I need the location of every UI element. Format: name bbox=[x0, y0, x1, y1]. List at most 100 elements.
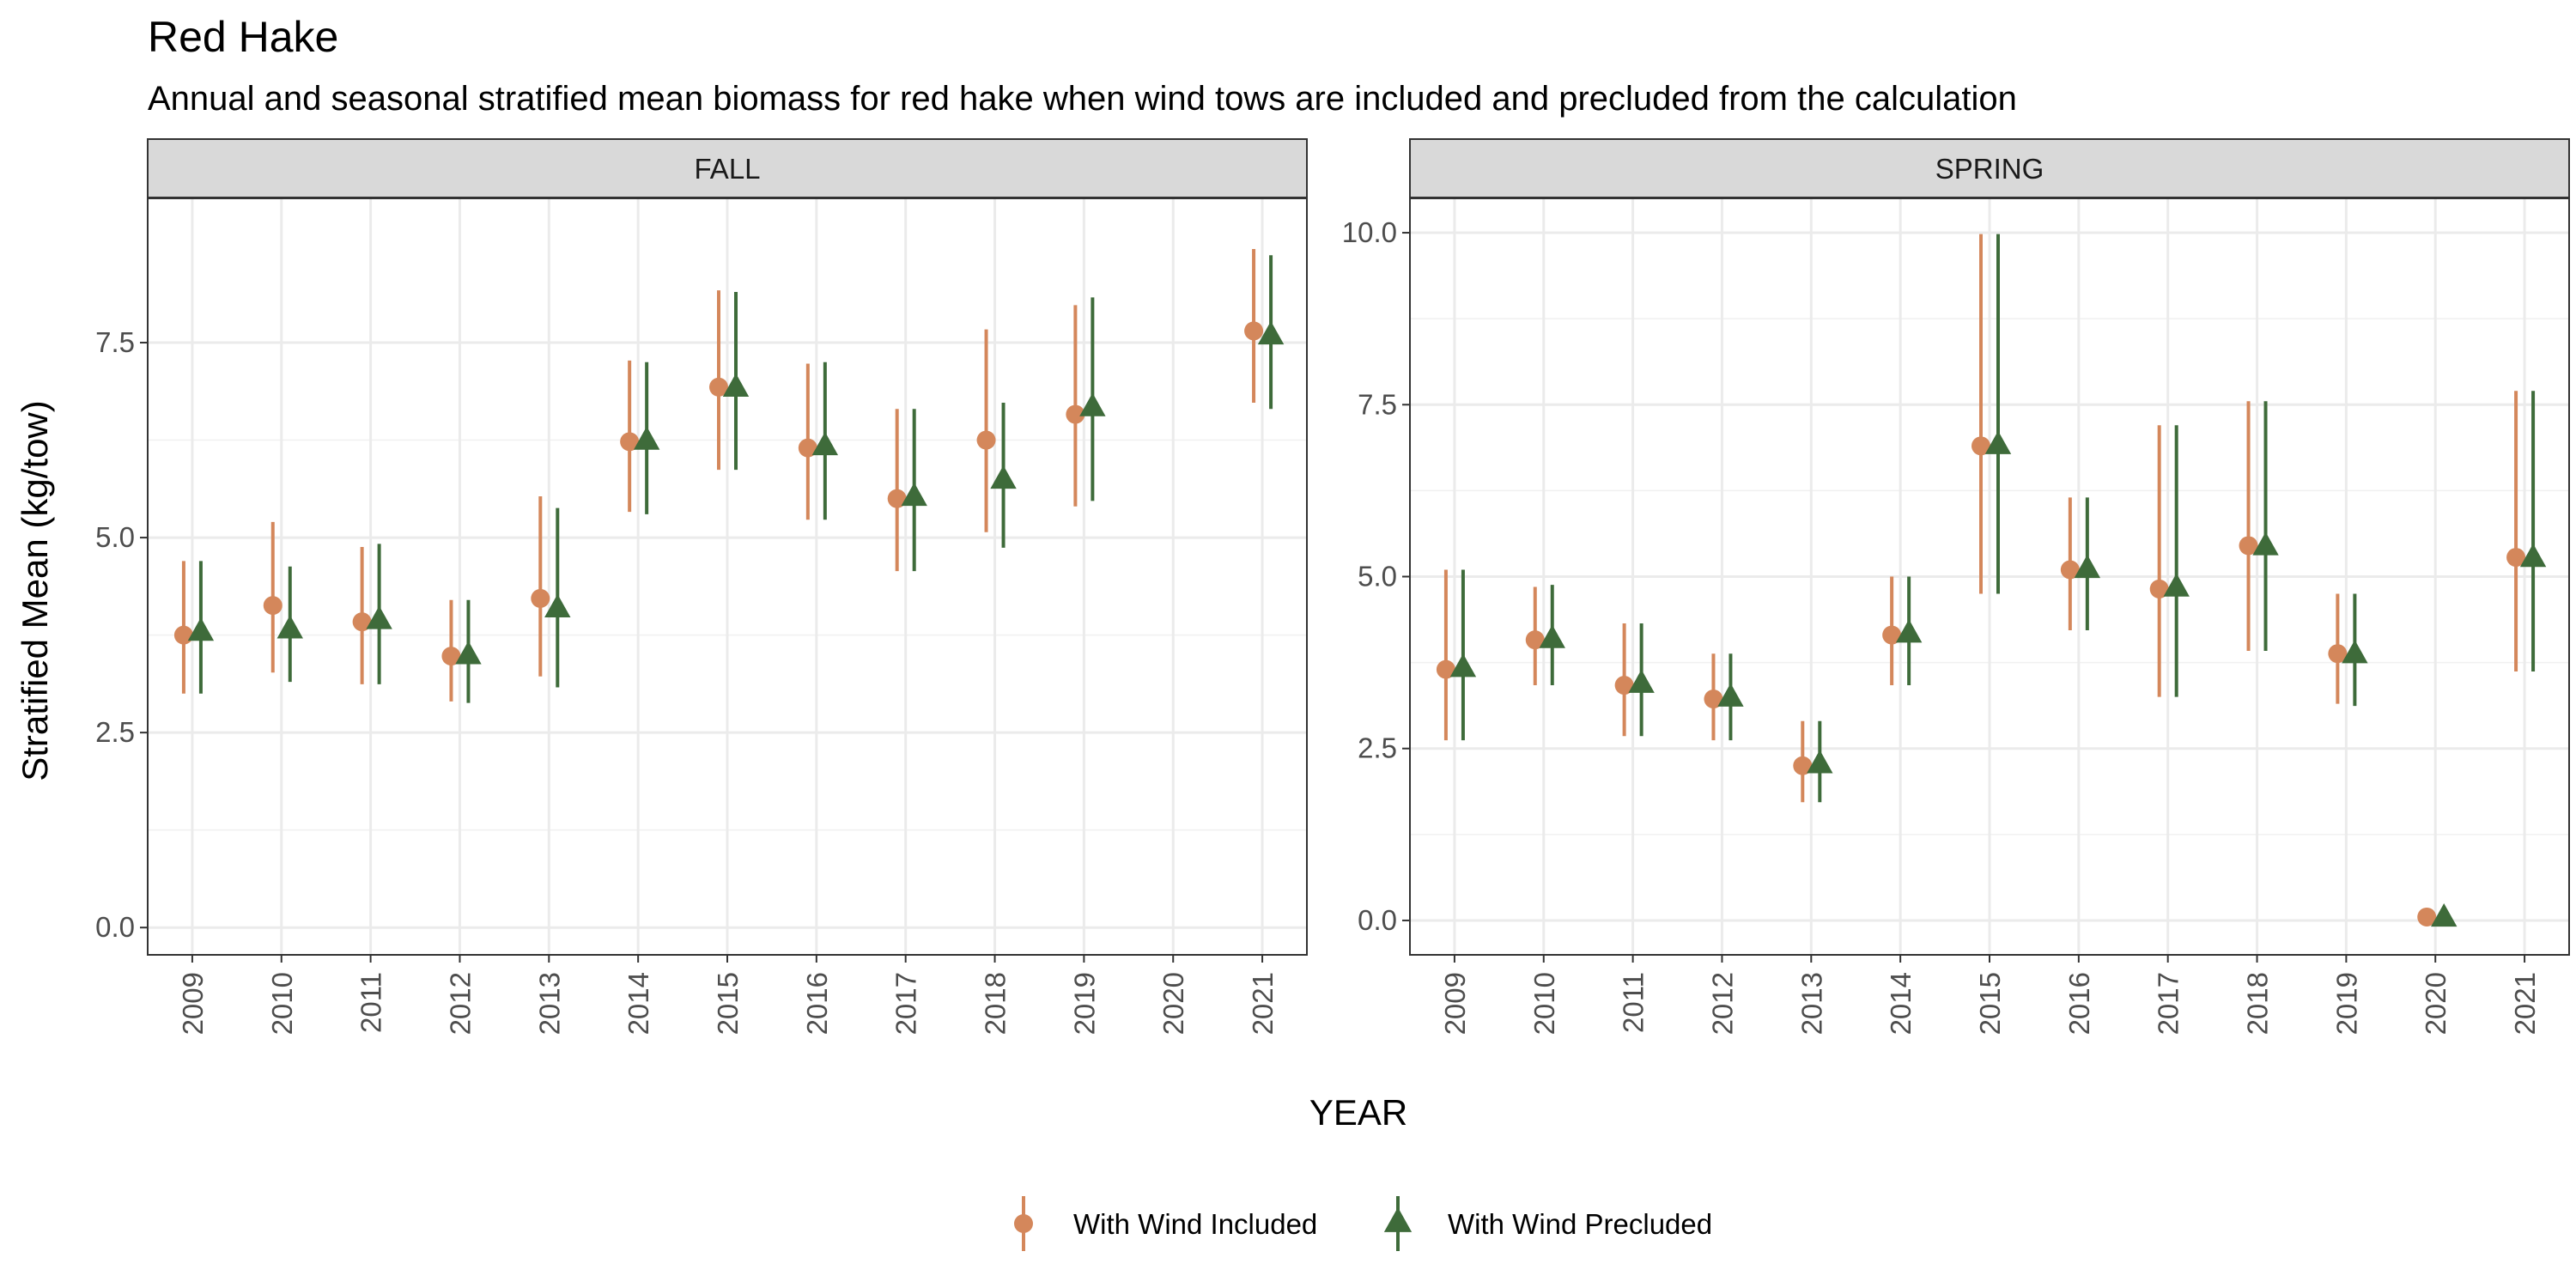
point-precluded bbox=[990, 465, 1017, 489]
x-tick-label: 2018 bbox=[980, 972, 1012, 1035]
point-precluded bbox=[1449, 653, 1477, 677]
point-included bbox=[1704, 690, 1723, 709]
point-precluded bbox=[722, 373, 750, 397]
point-precluded bbox=[1984, 430, 2012, 454]
point-precluded bbox=[2163, 573, 2190, 597]
y-tick-label: 5.0 bbox=[95, 521, 135, 553]
x-tick-label: 2011 bbox=[1618, 972, 1649, 1033]
facet-strip bbox=[147, 138, 1308, 198]
panel-border bbox=[147, 197, 1308, 956]
point-included bbox=[1793, 756, 1813, 775]
x-tick-label: 2020 bbox=[2420, 972, 2451, 1035]
x-tick-label: 2020 bbox=[1157, 972, 1189, 1035]
point-included bbox=[976, 430, 996, 450]
legend-key-precluded-point bbox=[1383, 1207, 1413, 1232]
point-included bbox=[1436, 659, 1455, 679]
point-precluded bbox=[366, 605, 392, 629]
panel-border bbox=[1409, 197, 2570, 956]
facet-label: SPRING bbox=[1935, 153, 2044, 185]
point-included bbox=[2060, 560, 2080, 580]
point-included bbox=[1971, 436, 1990, 456]
point-included bbox=[2328, 644, 2348, 664]
point-precluded bbox=[1539, 624, 1565, 648]
x-tick-label: 2018 bbox=[2242, 972, 2274, 1035]
point-precluded bbox=[2519, 544, 2547, 568]
point-precluded bbox=[1257, 320, 1285, 345]
chart-subtitle: Annual and seasonal stratified mean biom… bbox=[148, 80, 2017, 118]
x-tick-label: 2015 bbox=[1974, 972, 2006, 1035]
x-tick-label: 2013 bbox=[1795, 972, 1827, 1035]
point-included bbox=[1525, 630, 1545, 650]
point-precluded bbox=[2342, 640, 2368, 664]
y-tick-label: 2.5 bbox=[1358, 732, 1397, 764]
y-tick-label: 10.0 bbox=[1342, 216, 1397, 248]
y-tick-label: 0.0 bbox=[95, 911, 135, 943]
y-tick-label: 5.0 bbox=[1358, 561, 1397, 592]
point-precluded bbox=[276, 615, 303, 639]
x-tick-label: 2012 bbox=[1706, 972, 1738, 1035]
point-included bbox=[2149, 579, 2169, 598]
x-tick-label: 2016 bbox=[801, 972, 833, 1035]
legend-label-included: With Wind Included bbox=[1073, 1208, 1317, 1240]
x-tick-label: 2011 bbox=[355, 972, 387, 1033]
x-tick-label: 2016 bbox=[2063, 972, 2095, 1035]
point-precluded bbox=[2074, 554, 2101, 579]
y-axis-title: Stratified Mean (kg/tow) bbox=[15, 400, 55, 781]
point-precluded bbox=[901, 482, 927, 507]
x-tick-label: 2021 bbox=[2509, 972, 2541, 1035]
facet-label: FALL bbox=[694, 153, 760, 185]
point-precluded bbox=[1628, 669, 1655, 693]
x-tick-label: 2010 bbox=[1528, 972, 1560, 1035]
point-included bbox=[1066, 404, 1085, 424]
panels: FALL 0.0 2.5 5.0 7.5 2009 2010 2011 2012 2013 2014… bbox=[95, 138, 2570, 1035]
point-included bbox=[1882, 625, 1902, 645]
point-precluded bbox=[187, 617, 215, 641]
panel-fall: FALL 0.0 2.5 5.0 7.5 2009 2010 2011 2012 2013 2014… bbox=[95, 138, 1308, 1035]
panel-spring: SPRING 0.0 2.5 5.0 7.5 10.0 2009 2010 2011 2012 20… bbox=[1342, 138, 2570, 1035]
point-included bbox=[173, 625, 193, 645]
x-tick-label: 2013 bbox=[533, 972, 565, 1035]
point-included bbox=[2239, 536, 2258, 556]
facet-strip bbox=[1409, 138, 2570, 198]
y-tick-label: 0.0 bbox=[1358, 904, 1397, 936]
point-included bbox=[1244, 321, 1264, 341]
point-included bbox=[709, 377, 728, 397]
point-included bbox=[352, 612, 372, 632]
y-tick-label: 2.5 bbox=[95, 716, 135, 748]
y-tick-label: 7.5 bbox=[95, 326, 135, 358]
point-precluded bbox=[455, 641, 482, 665]
chart-title: Red Hake bbox=[148, 13, 338, 61]
point-included bbox=[263, 596, 283, 616]
legend-key-included-point bbox=[1014, 1214, 1033, 1233]
x-tick-label: 2010 bbox=[266, 972, 298, 1035]
point-precluded bbox=[2252, 532, 2279, 556]
point-precluded bbox=[633, 426, 660, 450]
point-precluded bbox=[2431, 902, 2458, 927]
point-included bbox=[531, 588, 550, 608]
x-tick-label: 2021 bbox=[1247, 972, 1279, 1035]
x-tick-label: 2009 bbox=[177, 972, 209, 1035]
point-included bbox=[798, 438, 817, 458]
point-included bbox=[441, 647, 461, 666]
x-tick-label: 2015 bbox=[712, 972, 744, 1035]
x-tick-label: 2019 bbox=[2330, 972, 2362, 1035]
x-tick-label: 2009 bbox=[1439, 972, 1471, 1035]
legend-label-precluded: With Wind Precluded bbox=[1448, 1208, 1712, 1240]
point-included bbox=[2417, 907, 2437, 927]
x-tick-label: 2014 bbox=[1885, 972, 1917, 1035]
point-precluded bbox=[811, 431, 839, 456]
x-tick-label: 2017 bbox=[2153, 972, 2184, 1035]
point-precluded bbox=[544, 593, 571, 618]
point-precluded bbox=[1895, 619, 1923, 643]
legend: With Wind Included With Wind Precluded bbox=[1014, 1196, 1712, 1251]
x-tick-label: 2017 bbox=[890, 972, 922, 1035]
x-tick-label: 2014 bbox=[623, 972, 654, 1035]
point-included bbox=[887, 489, 907, 508]
x-tick-label: 2019 bbox=[1068, 972, 1100, 1035]
x-tick-label: 2012 bbox=[444, 972, 476, 1035]
point-included bbox=[2506, 548, 2526, 568]
point-precluded bbox=[1717, 683, 1744, 707]
y-tick-label: 7.5 bbox=[1358, 388, 1397, 420]
point-precluded bbox=[1079, 392, 1106, 416]
